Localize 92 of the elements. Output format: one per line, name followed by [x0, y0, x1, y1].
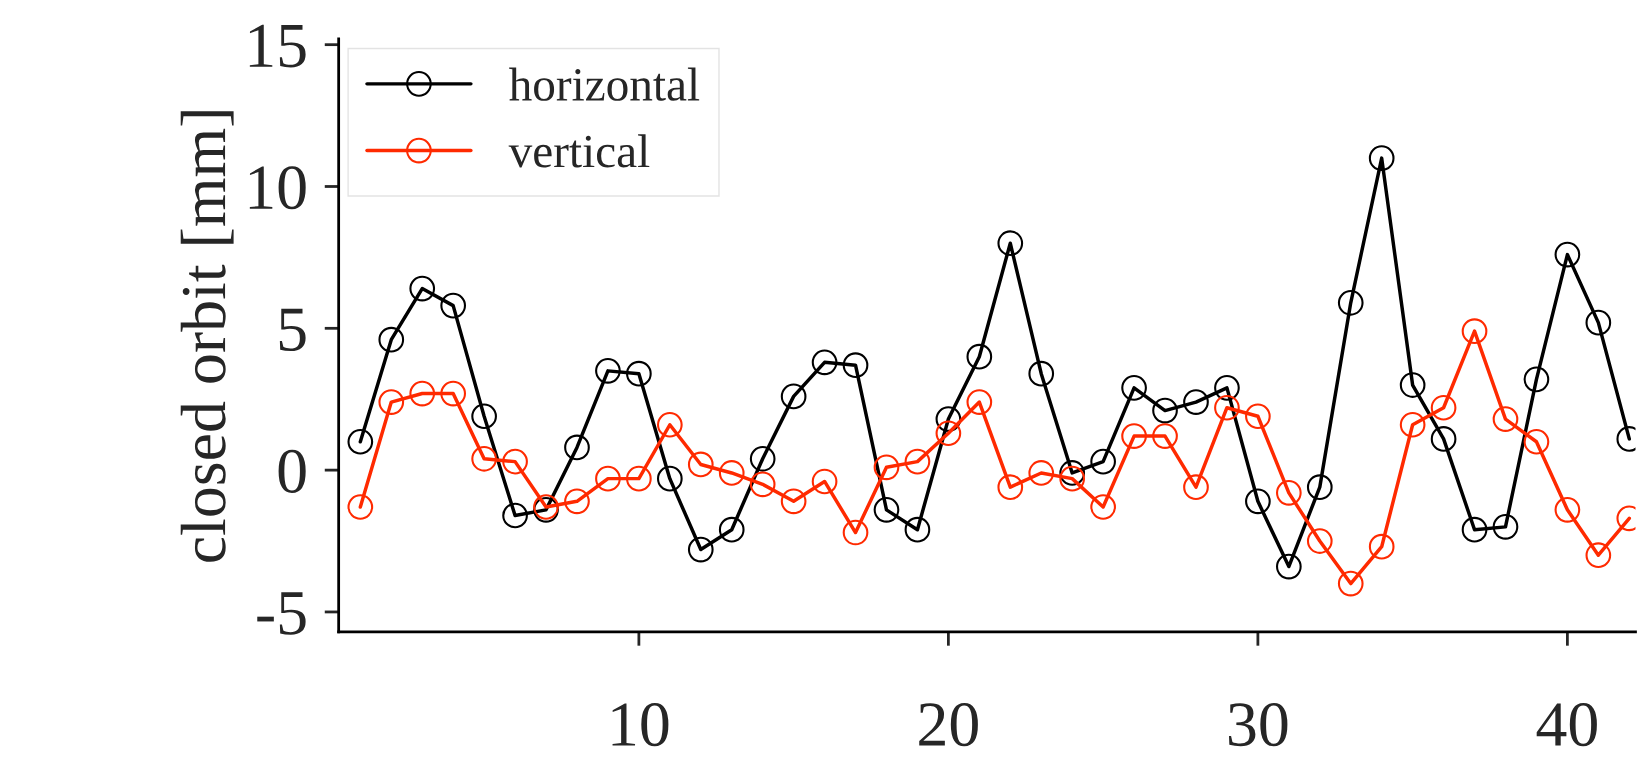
point [811, 349, 838, 376]
point [1306, 474, 1333, 500]
point [1554, 241, 1581, 268]
point [687, 451, 714, 478]
point [1337, 289, 1364, 316]
point [1183, 389, 1209, 415]
point [1523, 428, 1550, 455]
point [656, 465, 683, 492]
point [656, 411, 683, 438]
point [378, 389, 405, 415]
point [1183, 474, 1209, 500]
y-tick-label: 5 [279, 308, 306, 352]
point [1152, 397, 1178, 424]
point [1523, 366, 1550, 393]
point [1337, 570, 1364, 597]
x-tick-label: 40 [1536, 703, 1597, 747]
point [904, 516, 931, 543]
point [904, 448, 931, 475]
y-tick-label: -5 [257, 592, 306, 635]
x-tick-label: 10 [612, 703, 669, 747]
point [564, 434, 590, 461]
point [347, 428, 374, 455]
point [935, 406, 962, 432]
point [1090, 494, 1116, 520]
point [718, 460, 745, 486]
point [749, 471, 776, 498]
point [780, 383, 807, 410]
point [1399, 372, 1426, 398]
point [1492, 406, 1519, 432]
point [966, 389, 993, 415]
point [440, 292, 467, 319]
point [626, 465, 652, 492]
point [1399, 411, 1426, 438]
point [1028, 360, 1055, 387]
point [935, 420, 962, 447]
point [1368, 533, 1395, 560]
point [1461, 516, 1488, 543]
point [1245, 488, 1271, 515]
x-tick-label: 30 [1229, 703, 1288, 747]
point [966, 343, 993, 370]
point [842, 519, 869, 546]
point [1121, 423, 1147, 449]
point [409, 380, 436, 407]
point [1059, 465, 1086, 492]
point [1430, 426, 1457, 452]
point [1275, 553, 1302, 580]
point [1368, 145, 1395, 171]
point [1430, 394, 1457, 421]
point [1461, 318, 1488, 344]
point [1059, 460, 1086, 486]
point [1306, 528, 1333, 554]
point [502, 448, 528, 475]
legend-label: horizontal [509, 67, 700, 101]
point [1554, 496, 1581, 523]
point [1214, 375, 1240, 401]
y-axis-title: closed orbit [mm] [180, 111, 234, 562]
point [842, 352, 869, 379]
legend-label: vertical [508, 134, 650, 168]
point [873, 454, 900, 481]
y-tick-label: 0 [278, 449, 306, 493]
point [378, 326, 405, 353]
x-tick-label: 20 [919, 703, 978, 747]
y-tick-label: 10 [249, 166, 306, 210]
point [1090, 448, 1116, 475]
point [1152, 423, 1178, 449]
point [1492, 514, 1519, 540]
point [997, 230, 1024, 257]
point [595, 358, 621, 384]
point [440, 380, 467, 407]
point [595, 465, 621, 492]
point [1245, 403, 1271, 430]
point [873, 496, 900, 523]
point [471, 403, 497, 430]
point [687, 536, 714, 563]
point [997, 474, 1024, 500]
point [1585, 309, 1612, 336]
point [347, 494, 374, 520]
point [471, 445, 497, 472]
point [749, 445, 776, 472]
point [564, 488, 590, 515]
y-tick-label: 15 [249, 24, 306, 68]
point [811, 468, 838, 495]
point [1214, 394, 1240, 421]
point [626, 360, 652, 387]
point [1585, 542, 1612, 569]
point [409, 275, 436, 302]
point [718, 516, 745, 543]
point [1028, 460, 1055, 486]
point [780, 488, 807, 515]
point [1121, 375, 1147, 401]
point [1275, 479, 1302, 506]
point [502, 502, 528, 529]
